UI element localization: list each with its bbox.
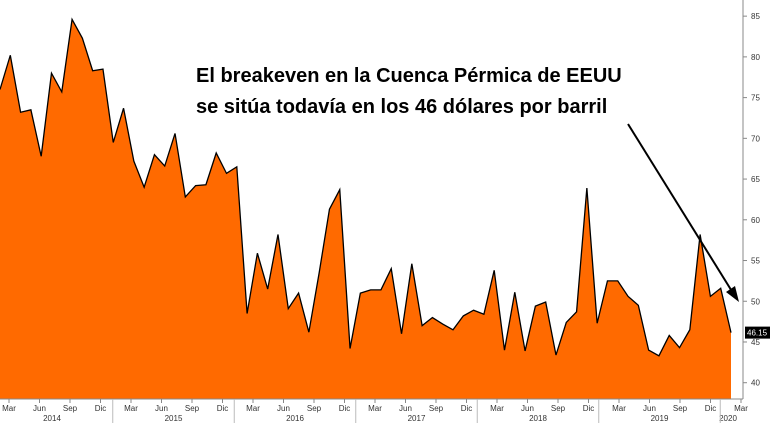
x-tick-label: Jun <box>277 404 290 413</box>
y-tick-label: 45 <box>751 338 760 347</box>
y-axis: 40 45 50 55 60 65 70 75 80 85 <box>742 0 760 399</box>
x-tick-label: Jun <box>155 404 168 413</box>
x-tick-label: Sep <box>429 404 444 413</box>
x-tick-label: Dic <box>583 404 595 413</box>
x-tick-label: Dic <box>461 404 473 413</box>
x-tick-label: Dic <box>95 404 107 413</box>
year-label: 2015 <box>165 414 183 423</box>
year-label: 2017 <box>408 414 426 423</box>
last-value-label: 46.15 <box>747 329 768 338</box>
x-tick-label: Mar <box>368 404 382 413</box>
x-tick-label: Jun <box>33 404 46 413</box>
year-label: 2020 <box>719 414 737 423</box>
arrow-head-icon <box>726 286 739 302</box>
x-tick-label: Dic <box>705 404 717 413</box>
area-series-line <box>0 17 732 357</box>
year-label: 2018 <box>529 414 547 423</box>
x-tick-label: Mar <box>2 404 16 413</box>
annotation-line-2: se sitúa todavía en los 46 dólares por b… <box>196 96 607 118</box>
x-tick-label: Jun <box>399 404 412 413</box>
arrow-shaft <box>627 123 734 294</box>
x-tick-label: Jun <box>521 404 534 413</box>
x-tick-label: Dic <box>217 404 229 413</box>
area-series-fill <box>0 19 731 400</box>
x-tick-label: Sep <box>673 404 688 413</box>
x-tick-label: Mar <box>490 404 504 413</box>
y-tick-label: 80 <box>751 53 760 62</box>
plot-area <box>0 17 732 400</box>
y-tick-label: 50 <box>751 297 760 306</box>
y-tick-label: 85 <box>751 12 760 21</box>
last-value-marker: 46.15 <box>745 326 770 339</box>
x-tick-label: Sep <box>307 404 322 413</box>
x-tick-label: Mar <box>246 404 260 413</box>
annotation-arrow <box>627 123 739 302</box>
y-tick-label: 60 <box>751 216 760 225</box>
year-label: 2019 <box>651 414 669 423</box>
x-tick-label: Dic <box>339 404 351 413</box>
y-tick-label: 70 <box>751 134 760 143</box>
y-tick-label: 75 <box>751 94 760 103</box>
y-tick-label: 40 <box>751 379 760 388</box>
last-value-box <box>745 326 770 339</box>
x-axis: Mar Jun Sep Dic Mar Jun Sep Dic Mar Jun Sep Dic Mar J… <box>0 398 748 423</box>
x-tick-label: Sep <box>551 404 566 413</box>
x-tick-label: Sep <box>63 404 78 413</box>
annotation: El breakeven en la Cuenca Pérmica de EEU… <box>196 65 622 118</box>
x-tick-label: Sep <box>185 404 200 413</box>
y-tick-label: 65 <box>751 175 760 184</box>
x-tick-label: Mar <box>124 404 138 413</box>
y-tick-label: 55 <box>751 257 760 266</box>
x-tick-label: Mar <box>734 404 748 413</box>
annotation-line-1: El breakeven en la Cuenca Pérmica de EEU… <box>196 65 622 87</box>
x-tick-label: Mar <box>612 404 626 413</box>
year-label: 2014 <box>43 414 61 423</box>
x-tick-label: Jun <box>643 404 656 413</box>
year-label: 2016 <box>286 414 304 423</box>
